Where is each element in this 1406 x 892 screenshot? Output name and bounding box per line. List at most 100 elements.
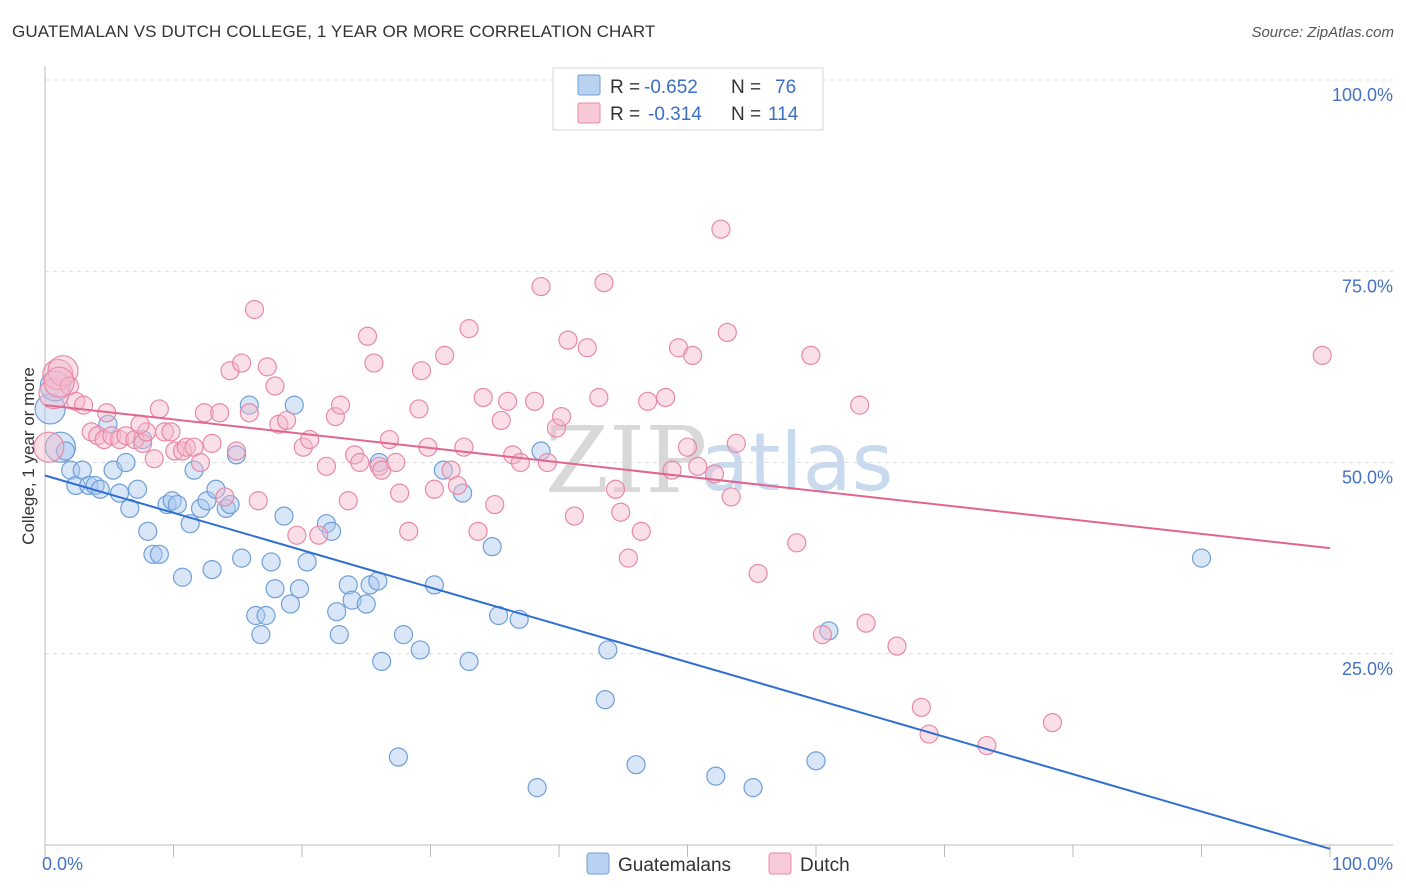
dutch-point [364,353,384,373]
guatemalan-point [393,625,414,645]
dutch-point [172,441,193,461]
legend-r-value-1: -0.652 [644,77,698,98]
guatemalan-point [482,537,502,557]
guatemalan-point [274,506,294,526]
axes [44,66,1393,857]
dutch-point [409,399,429,419]
guatemalan-point [321,521,342,541]
series-legend: Guatemalans Dutch [586,852,850,876]
guatemalan-point [232,548,252,568]
dutch-point [558,330,578,350]
guatemalan-point [138,521,158,541]
dutch-point [316,456,337,476]
dutch-point [748,563,768,584]
dutch-point [190,452,211,473]
dutch-point [287,525,307,545]
source-label: Source: ZipAtlas.com [1251,24,1394,41]
dutch-point [350,452,370,473]
legend-label-guatemalans: Guatemalans [618,855,731,876]
legend-r-label-1: R = [610,77,640,98]
x-tick-label: 0.0% [42,854,83,874]
dutch-point [386,452,406,473]
dutch-point [248,491,268,511]
guatemalan-point [184,460,204,480]
guatemalan-point [338,575,358,595]
dutch-point [325,407,346,427]
dutch-point [589,387,609,408]
chart-title: GUATEMALAN VS DUTCH COLLEGE, 1 YEAR OR M… [12,22,656,41]
dutch-point [161,422,181,442]
dutch-point [459,319,479,339]
dutch-point [357,326,378,346]
guatemalan-point [459,651,479,672]
dutch-point [176,437,196,457]
dutch-point [133,433,153,453]
dutch-point [524,391,545,411]
dutch-point [210,403,230,423]
legend-n-label-1: N = [731,77,761,98]
dutch-point [485,494,505,515]
dutch-point [215,487,235,507]
dutch-point [491,410,511,431]
dutch-point [546,418,567,438]
watermark-zip: ZIP [545,407,707,514]
dutch-point [631,521,651,541]
dutch-point [577,338,597,358]
legend-r-label-2: R = [610,104,640,125]
dutch-point [144,449,164,469]
guatemalan-point [527,778,547,798]
guatemalan-point [297,552,317,572]
guatemalan-point [85,475,105,496]
guatemalan-point [149,544,169,564]
dutch-point [309,525,329,545]
y-tick-label: 50.0% [1342,468,1393,488]
dutch-point [787,533,807,553]
guatemalan-point [433,460,453,480]
dutch-point [611,502,631,522]
legend-swatch-guatemalans [577,74,601,96]
guatemalan-point [280,594,301,614]
guatemalan-point [342,590,362,610]
guatemalan-point [167,494,187,515]
data-points [33,219,1332,798]
legend-n-value-1: 76 [775,77,796,98]
stats-legend: R = -0.652 N = 76 R = -0.314 N = 114 [552,67,824,131]
dutch-point [531,276,551,297]
guatemalan-point [329,625,349,645]
guatemalan-point [806,751,826,771]
guatemalan-point [61,460,81,480]
dutch-point [73,395,94,415]
guatemalan-point [706,766,726,786]
guatemalan-point [289,579,310,599]
guatemalan-point [39,370,71,402]
dutch-point [276,410,297,431]
dutch-point [850,395,870,415]
guatemalan-point [256,605,276,626]
dutch-point [130,414,150,434]
dutch-point [265,376,285,396]
dutch-point [812,625,833,645]
legend-swatch-guatemalans-bottom [586,852,610,875]
dutch-point [220,361,240,381]
dutch-point [564,506,585,526]
guatemalan-point [265,579,285,599]
dutch-point [683,345,703,365]
guatemalan-point [410,640,430,660]
dutch-point [165,441,185,461]
y-axis-label: College, 1 year or more [19,367,38,545]
dutch-point [338,491,358,511]
dutch-point [688,456,708,476]
guatemalan-point [356,594,376,614]
dutch-point [411,361,432,381]
trend-lines [44,404,1331,850]
dutch-point [911,697,931,717]
dutch-point [498,391,518,411]
legend-n-value-2: 114 [768,104,799,125]
y-tick-label: 100.0% [1332,85,1393,105]
guatemalan-point [598,640,618,660]
guatemalan-point [1191,548,1212,568]
dutch-point [379,429,399,450]
dutch-point [43,366,75,398]
dutch-point [638,391,658,411]
